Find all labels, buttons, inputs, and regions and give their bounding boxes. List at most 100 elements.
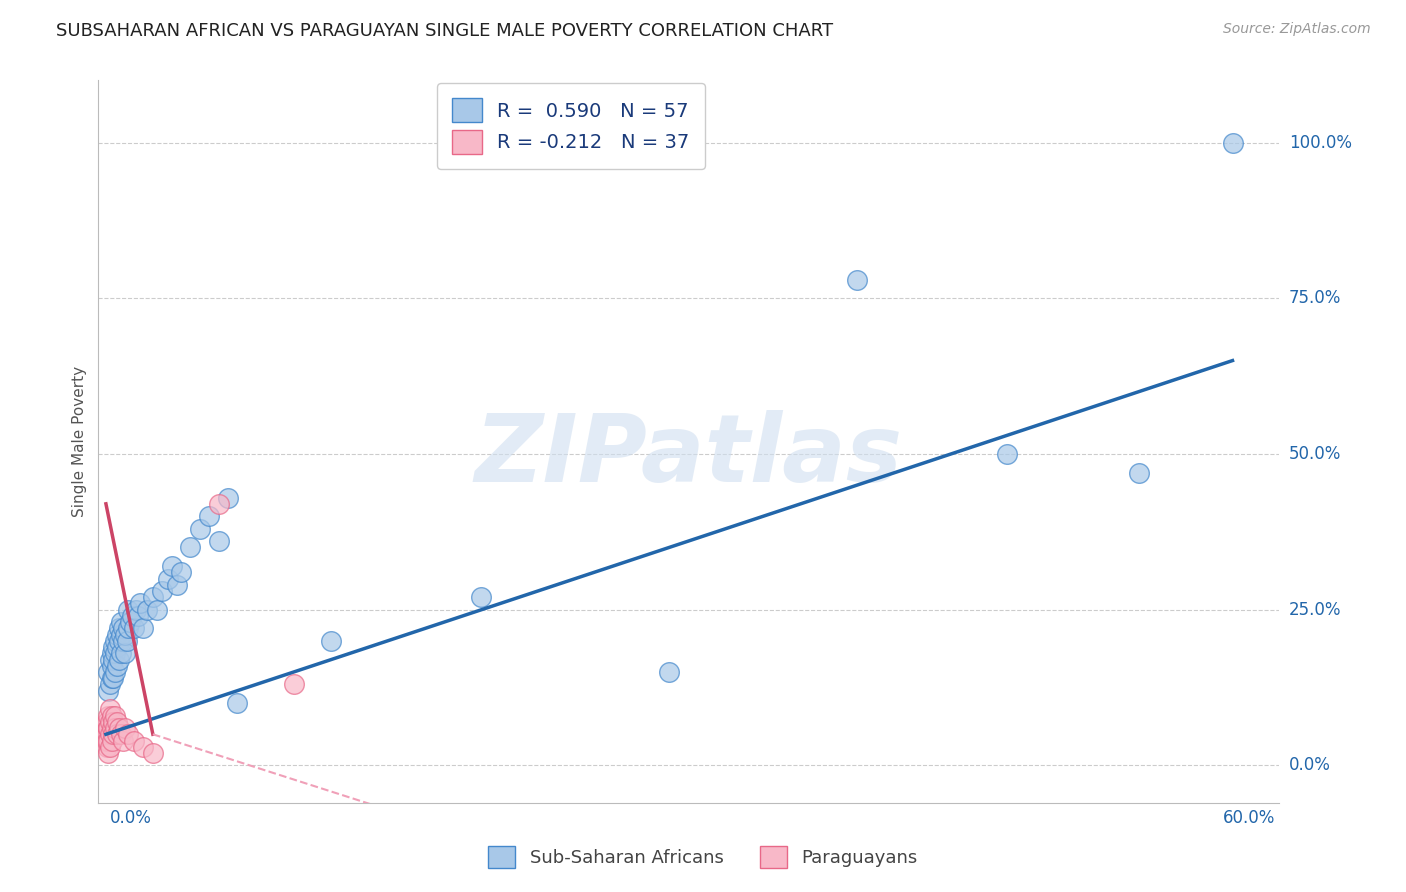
Point — [114, 721, 136, 735]
Point — [122, 733, 145, 747]
Point — [96, 727, 118, 741]
Point — [105, 714, 128, 729]
Point — [117, 727, 139, 741]
Point — [98, 714, 121, 729]
Point — [103, 727, 125, 741]
Point — [103, 652, 125, 666]
Point — [127, 609, 149, 624]
Point — [111, 633, 134, 648]
Text: 25.0%: 25.0% — [1289, 600, 1341, 619]
Point — [97, 733, 120, 747]
Point — [98, 677, 121, 691]
Point — [100, 671, 122, 685]
Point — [98, 727, 121, 741]
Point — [96, 733, 118, 747]
Point — [105, 727, 128, 741]
Point — [100, 733, 122, 747]
Point — [321, 633, 343, 648]
Point — [132, 739, 155, 754]
Point — [114, 627, 136, 641]
Point — [108, 621, 131, 635]
Point — [111, 621, 134, 635]
Point — [97, 746, 120, 760]
Point — [104, 646, 127, 660]
Legend: R =  0.590   N = 57, R = -0.212   N = 37: R = 0.590 N = 57, R = -0.212 N = 37 — [437, 83, 704, 169]
Text: Source: ZipAtlas.com: Source: ZipAtlas.com — [1223, 22, 1371, 37]
Point — [111, 733, 134, 747]
Point — [114, 646, 136, 660]
Point — [170, 566, 193, 580]
Point — [121, 609, 143, 624]
Point — [470, 591, 492, 605]
Point — [104, 721, 127, 735]
Point — [97, 721, 120, 735]
Point — [125, 603, 148, 617]
Point — [108, 633, 131, 648]
Point — [160, 559, 183, 574]
Point — [100, 721, 122, 735]
Point — [207, 497, 229, 511]
Point — [846, 272, 869, 286]
Point — [1222, 136, 1244, 150]
Point — [145, 603, 167, 617]
Point — [96, 714, 118, 729]
Point — [97, 708, 120, 723]
Point — [142, 591, 165, 605]
Point — [104, 633, 127, 648]
Point — [188, 522, 211, 536]
Point — [103, 640, 125, 654]
Point — [117, 621, 139, 635]
Point — [166, 578, 188, 592]
Text: 50.0%: 50.0% — [1289, 445, 1341, 463]
Point — [103, 671, 125, 685]
Point — [1128, 466, 1150, 480]
Point — [105, 627, 128, 641]
Legend: Sub-Saharan Africans, Paraguayans: Sub-Saharan Africans, Paraguayans — [478, 835, 928, 879]
Point — [198, 509, 221, 524]
Y-axis label: Single Male Poverty: Single Male Poverty — [72, 366, 87, 517]
Point — [110, 627, 132, 641]
Point — [100, 658, 122, 673]
Text: 60.0%: 60.0% — [1223, 809, 1275, 827]
Point — [283, 677, 305, 691]
Point — [105, 640, 128, 654]
Point — [104, 665, 127, 679]
Point — [97, 683, 120, 698]
Point — [132, 621, 155, 635]
Point — [226, 696, 249, 710]
Point — [100, 646, 122, 660]
Point — [97, 665, 120, 679]
Text: 0.0%: 0.0% — [110, 809, 152, 827]
Point — [105, 658, 128, 673]
Point — [156, 572, 179, 586]
Point — [995, 447, 1018, 461]
Point — [136, 603, 159, 617]
Point — [207, 534, 229, 549]
Point — [120, 615, 142, 630]
Point — [115, 633, 138, 648]
Point — [110, 615, 132, 630]
Point — [110, 646, 132, 660]
Point — [96, 739, 118, 754]
Point — [122, 621, 145, 635]
Text: 0.0%: 0.0% — [1289, 756, 1330, 774]
Text: 100.0%: 100.0% — [1289, 134, 1351, 152]
Point — [117, 603, 139, 617]
Point — [96, 714, 118, 729]
Text: SUBSAHARAN AFRICAN VS PARAGUAYAN SINGLE MALE POVERTY CORRELATION CHART: SUBSAHARAN AFRICAN VS PARAGUAYAN SINGLE … — [56, 22, 834, 40]
Point — [179, 541, 201, 555]
Point — [128, 597, 150, 611]
Point — [658, 665, 681, 679]
Point — [150, 584, 173, 599]
Point — [98, 739, 121, 754]
Point — [100, 708, 122, 723]
Point — [96, 727, 118, 741]
Text: 75.0%: 75.0% — [1289, 289, 1341, 307]
Point — [217, 491, 239, 505]
Point — [97, 721, 120, 735]
Point — [98, 652, 121, 666]
Point — [108, 721, 131, 735]
Point — [110, 727, 132, 741]
Point — [108, 652, 131, 666]
Point — [104, 708, 127, 723]
